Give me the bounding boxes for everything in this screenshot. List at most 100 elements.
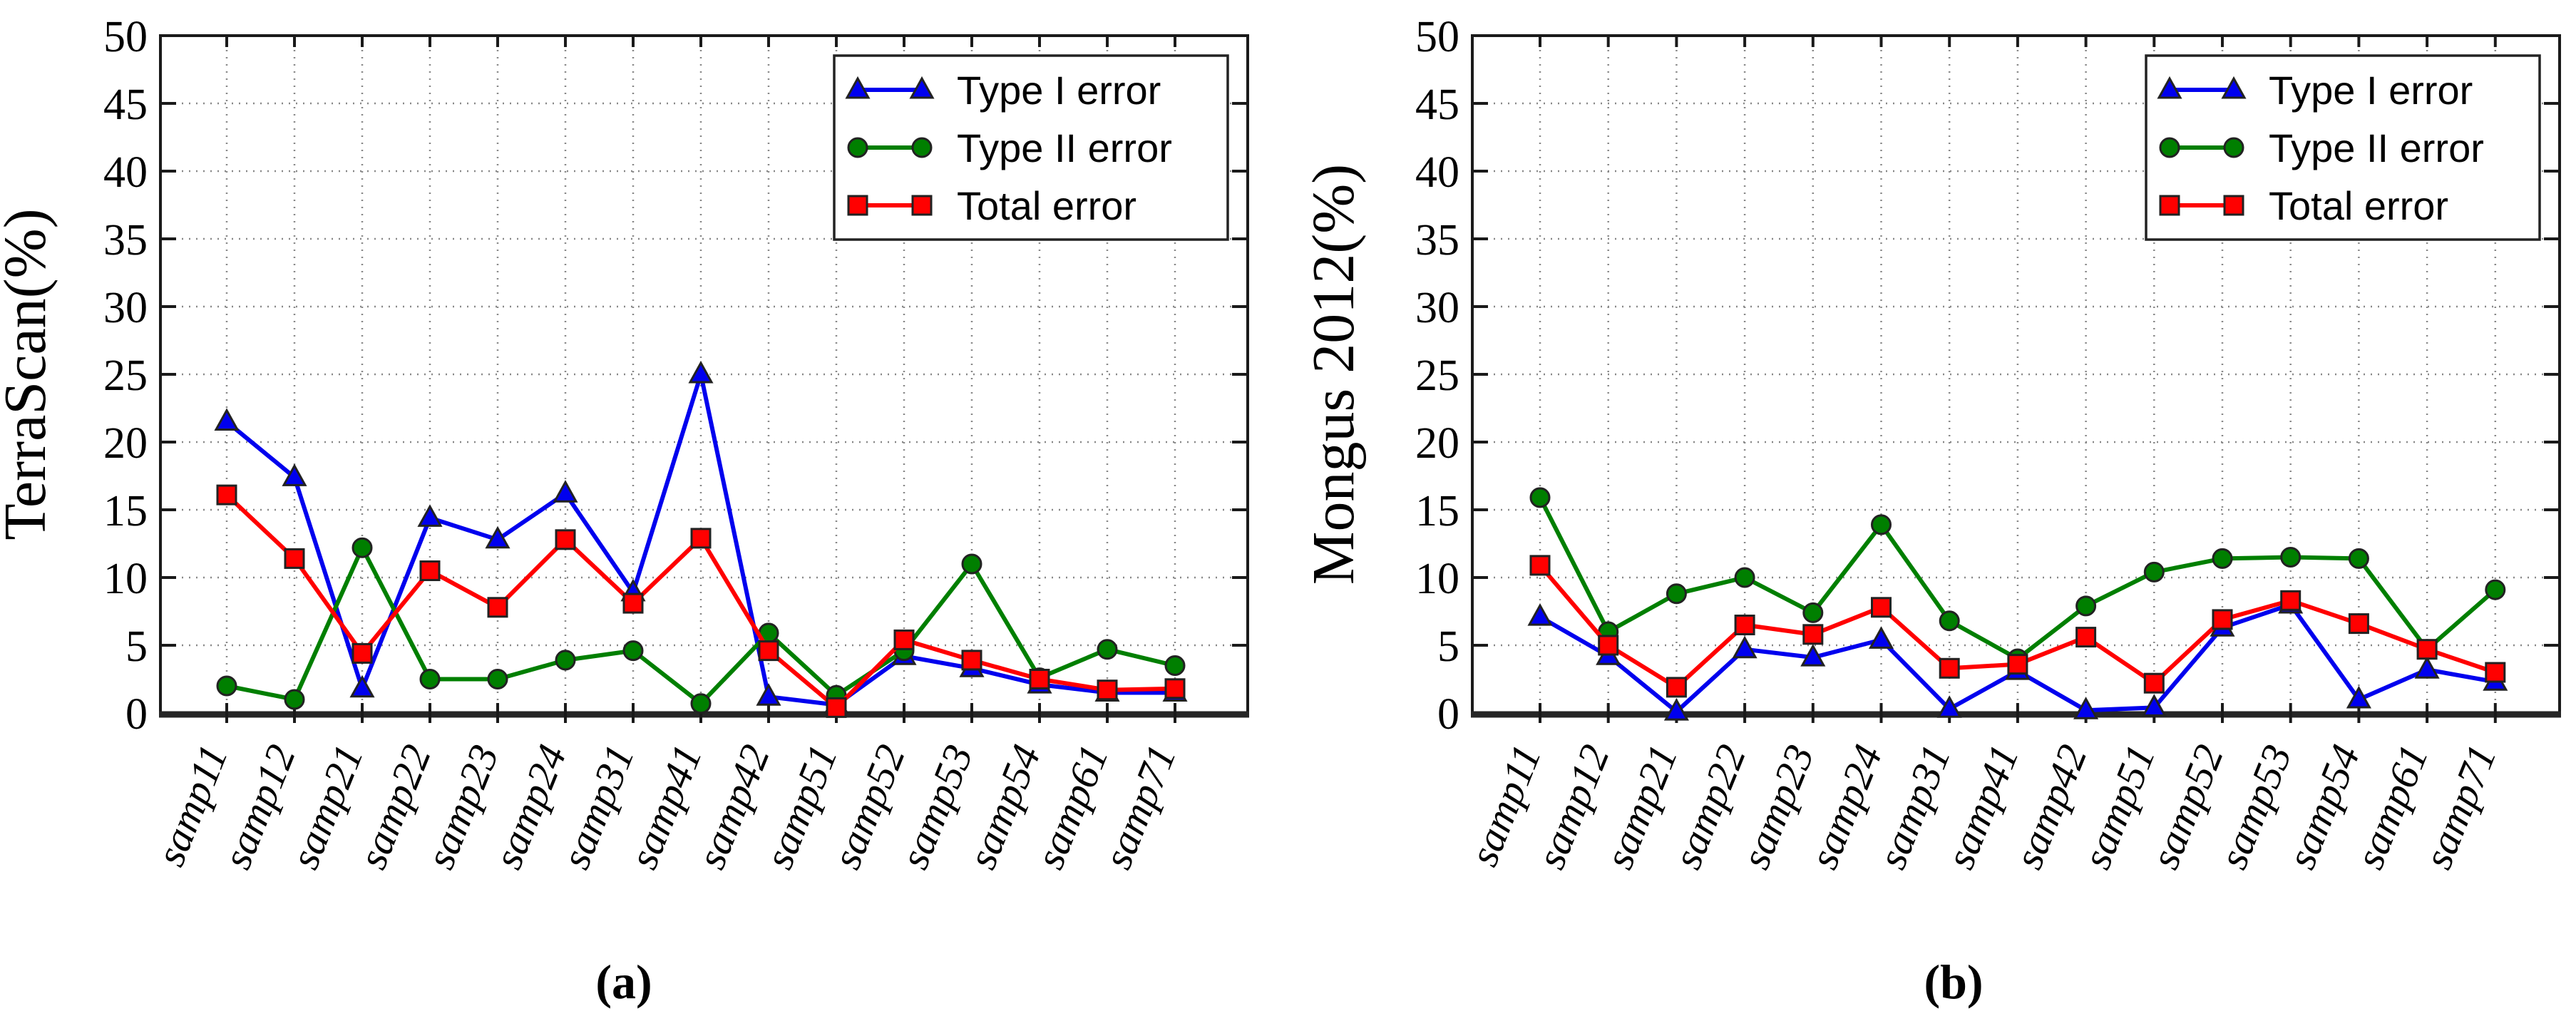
marker-square (351, 642, 373, 664)
marker-square (893, 629, 915, 650)
y-axis-label: TerraScan(%) (0, 208, 58, 540)
legend-label: Total error (957, 183, 1136, 228)
marker-circle (419, 669, 441, 689)
legend-item-total-error: Total error (2159, 183, 2448, 228)
legend-item-total-error: Total error (847, 183, 1136, 228)
marker-triangle (688, 360, 714, 384)
marker-square (419, 560, 441, 581)
panel-a-caption: (a) (595, 955, 652, 1009)
marker-square (1164, 678, 1186, 699)
legend-label: Type I error (957, 68, 1161, 113)
marker-square (1029, 669, 1050, 689)
legend: Type I error Type II error Total error (2145, 54, 2541, 241)
marker-triangle (417, 504, 443, 527)
marker-square (758, 640, 779, 662)
legend-label: Type II error (2269, 125, 2484, 170)
marker-square (826, 697, 847, 718)
legend-item-type-ii-error: Type II error (2159, 125, 2484, 170)
y-tick-label: 10 (1415, 555, 1459, 603)
legend-marker-triangle (845, 76, 871, 99)
marker-circle (1802, 602, 1824, 623)
marker-triangle (485, 525, 510, 549)
marker-circle (1666, 583, 1687, 605)
marker-circle (690, 693, 712, 714)
marker-square (1598, 635, 1619, 656)
legend-item-type-ii-error: Type II error (847, 125, 1172, 170)
marker-square (2212, 609, 2233, 630)
marker-square (2007, 654, 2028, 675)
y-tick-label: 20 (103, 419, 148, 468)
marker-square (216, 484, 237, 506)
marker-triangle (2414, 656, 2440, 679)
y-tick-label: 0 (1437, 690, 1459, 739)
panel-b: 05101520253035404550samp11samp12samp21sa… (1300, 13, 2561, 875)
marker-square (2075, 627, 2097, 648)
marker-triangle (2141, 694, 2167, 717)
marker-square (284, 548, 305, 569)
marker-circle (2348, 548, 2369, 569)
marker-circle (1734, 567, 1755, 588)
legend-marker-triangle (909, 76, 935, 99)
legend-label: Type I error (2269, 68, 2473, 113)
marker-triangle (349, 674, 375, 698)
marker-circle (216, 675, 237, 697)
marker-triangle (1732, 635, 1757, 659)
marker-square (2280, 590, 2302, 611)
y-tick-label: 40 (103, 148, 148, 197)
marker-triangle (1800, 644, 1826, 667)
marker-square (2143, 672, 2165, 694)
marker-square (1666, 677, 1687, 698)
marker-circle (2485, 579, 2506, 600)
y-tick-label: 40 (1415, 148, 1459, 197)
marker-square (1529, 555, 1551, 576)
tick-marks (1472, 36, 2560, 723)
marker-triangle (282, 463, 307, 486)
marker-circle (1164, 655, 1186, 676)
marker-circle (622, 640, 644, 662)
legend-marker-square (2223, 195, 2244, 216)
y-tick-label: 35 (1415, 216, 1459, 265)
y-tick-label: 0 (125, 690, 148, 739)
legend-label: Total error (2269, 183, 2448, 228)
marker-square (2485, 662, 2506, 683)
marker-circle (2143, 561, 2165, 583)
y-tick-label: 25 (103, 352, 148, 400)
marker-triangle (553, 480, 578, 503)
legend-marker-square (847, 195, 868, 216)
marker-triangle (1868, 626, 1894, 649)
marker-triangle (1663, 698, 1689, 721)
legend-marker-triangle (2157, 76, 2182, 99)
legend: Type I error Type II error Total error (833, 54, 1229, 241)
marker-circle (2280, 547, 2302, 568)
y-tick-label: 5 (1437, 622, 1459, 671)
marker-circle (1939, 610, 1960, 632)
y-tick-label: 50 (1415, 13, 1459, 61)
marker-circle (487, 669, 508, 689)
y-tick-label: 10 (103, 555, 148, 603)
y-tick-label: 30 (103, 284, 148, 332)
y-tick-label: 50 (103, 13, 148, 61)
legend-marker-square (2159, 195, 2180, 216)
panel-b-caption: (b) (1924, 955, 1984, 1009)
marker-square (2348, 613, 2369, 635)
legend-marker-circle (2223, 137, 2244, 158)
series-total-error (216, 484, 1186, 718)
marker-triangle (1936, 695, 1962, 718)
marker-circle (2075, 595, 2097, 617)
marker-square (1097, 679, 1118, 701)
marker-circle (351, 537, 373, 558)
y-tick-label: 5 (125, 622, 148, 671)
marker-circle (1871, 514, 1892, 535)
marker-square (487, 597, 508, 618)
y-tick-label: 15 (1415, 487, 1459, 535)
legend-label: Type II error (957, 125, 1172, 170)
marker-square (622, 593, 644, 614)
y-tick-label: 15 (103, 487, 148, 535)
marker-circle (284, 689, 305, 710)
marker-circle (2212, 548, 2233, 569)
series-total-error (1529, 555, 2506, 698)
marker-circle (1097, 639, 1118, 660)
marker-square (1871, 597, 1892, 618)
marker-square (1734, 615, 1755, 635)
